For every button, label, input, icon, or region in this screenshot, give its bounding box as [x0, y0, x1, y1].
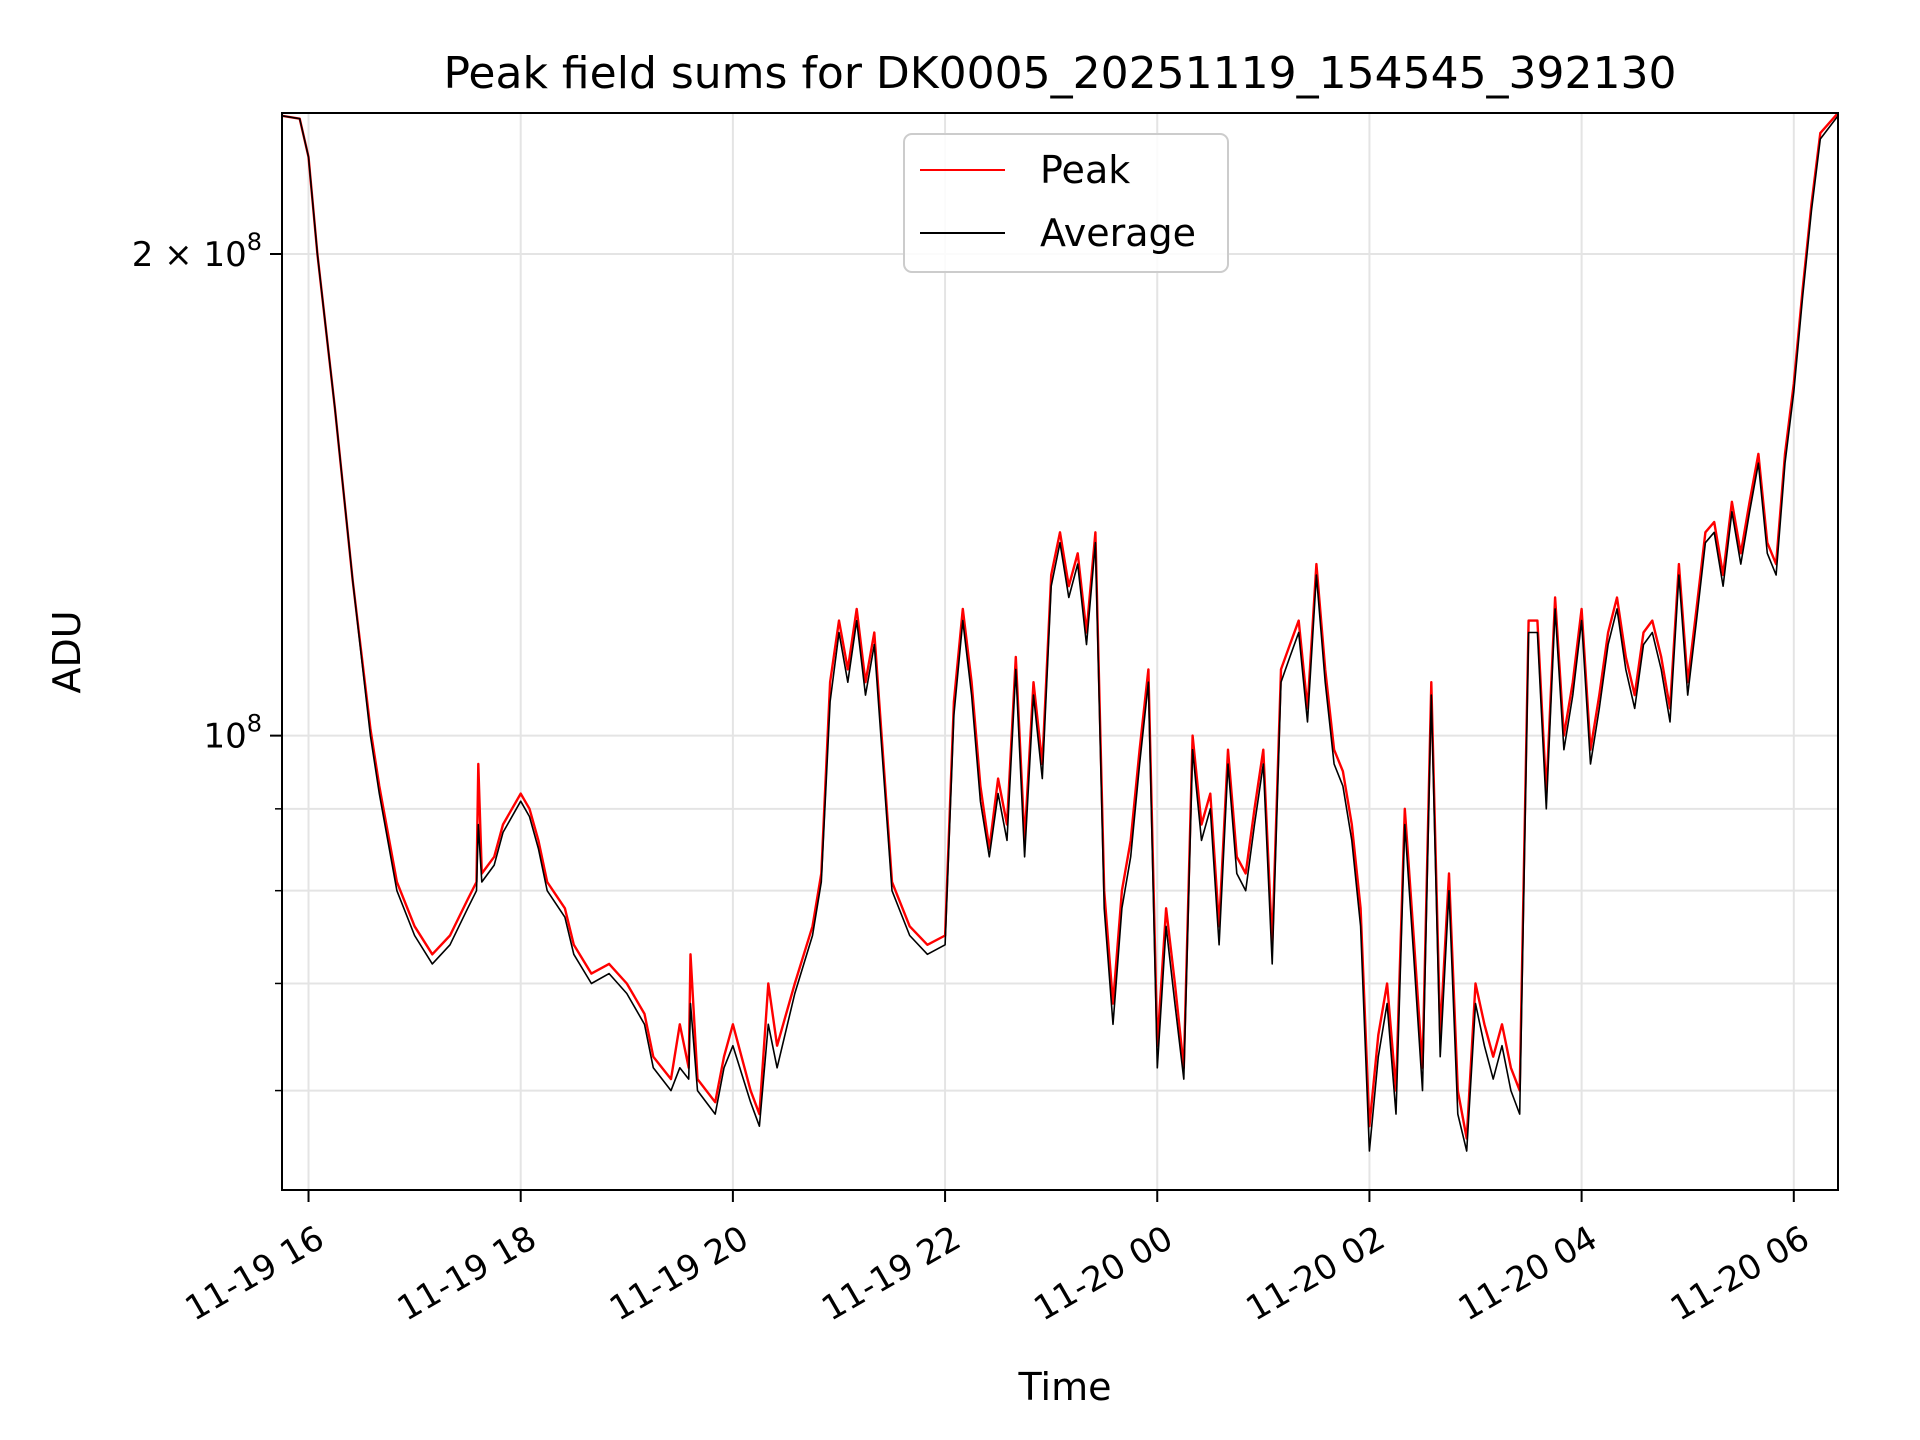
- series-line-average: [282, 115, 1838, 1152]
- plot-frame: [281, 112, 1839, 1191]
- y-axis-label: ADU: [45, 610, 89, 693]
- y-tick-label: 108: [203, 710, 262, 757]
- legend: Peak Average: [903, 133, 1229, 273]
- x-axis-label: Time: [1018, 1365, 1112, 1409]
- legend-box: [903, 133, 1229, 273]
- y-axis: 108 2 × 108: [132, 228, 282, 1092]
- y-tick-label: 2 × 108: [132, 228, 262, 275]
- legend-label-average: Average: [1040, 211, 1196, 255]
- legend-label-peak: Peak: [1040, 148, 1130, 192]
- chart-title: Peak field sums for DK0005_20251119_1545…: [443, 48, 1676, 99]
- series-layer: [282, 113, 1838, 1152]
